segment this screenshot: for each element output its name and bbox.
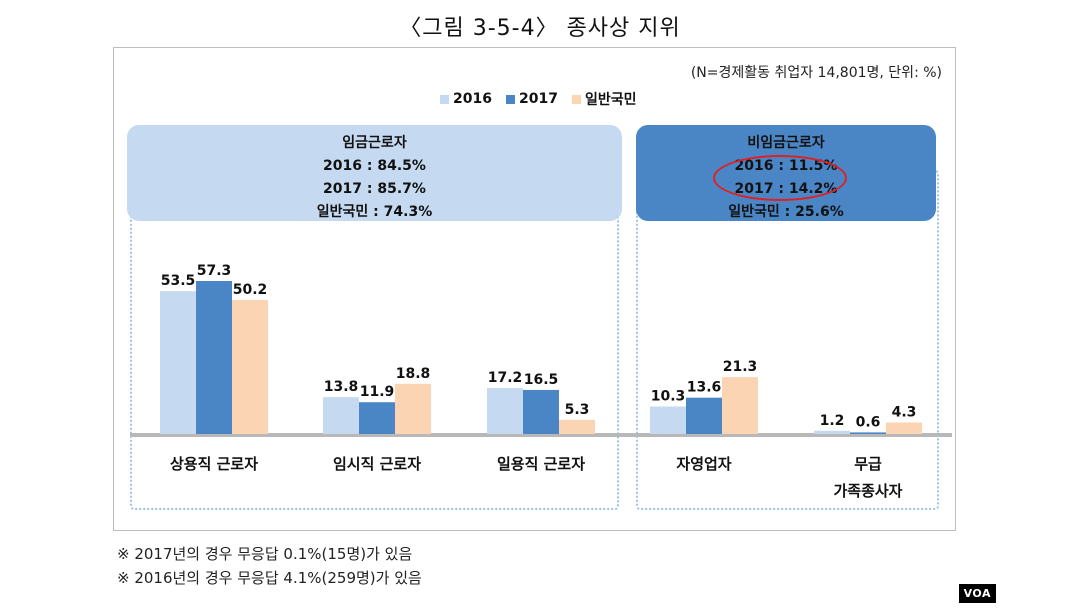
bar-2017-0 (196, 281, 232, 434)
data-label-2017-2: 16.5 (524, 372, 559, 388)
wage-line-2017: 2017 : 85.7% (323, 181, 426, 197)
wage-line-2016: 2016 : 84.5% (323, 158, 426, 174)
bar-2016-3 (650, 406, 686, 434)
data-label-2016-0: 53.5 (161, 273, 196, 289)
bar-2016-2 (487, 388, 523, 434)
bar-2016-0 (160, 291, 196, 434)
category-label-2: 일용직 근로자 (496, 455, 586, 473)
legend-swatch-2017 (505, 94, 515, 104)
data-label-2016-1: 13.8 (324, 379, 359, 395)
highlight-ellipse (713, 155, 847, 201)
data-label-일반국민-4: 4.3 (892, 405, 917, 421)
legend-label-general: 일반국민 (584, 92, 637, 108)
voa-watermark: VOA (958, 584, 996, 603)
category-label-0: 상용직 근로자 (169, 455, 259, 473)
bar-일반국민-4 (886, 422, 922, 434)
wage-line-general: 일반국민 : 74.3% (316, 204, 433, 220)
data-label-2017-0: 57.3 (197, 263, 232, 279)
nonwage-line-general: 일반국민 : 25.6% (728, 204, 844, 220)
data-label-일반국민-2: 5.3 (565, 402, 590, 418)
legend: 2016 2017 일반국민 (440, 89, 636, 109)
bar-2016-4 (814, 430, 850, 434)
data-label-2016-4: 1.2 (820, 413, 845, 429)
bar-일반국민-3 (722, 377, 758, 434)
bar-일반국민-1 (395, 383, 431, 434)
bar-일반국민-2 (559, 419, 595, 434)
sample-note: (N=경제활동 취업자 14,801명, 단위: %) (690, 65, 942, 81)
data-label-2017-1: 11.9 (360, 384, 395, 400)
bar-2017-2 (523, 389, 559, 434)
legend-item-general: 일반국민 (571, 89, 637, 109)
wage-group-header: 임금근로자 2016 : 84.5% 2017 : 85.7% 일반국민 : 7… (127, 125, 622, 221)
legend-item-2017: 2017 (505, 89, 558, 109)
legend-swatch-2016 (440, 94, 449, 104)
figure-title: 〈그림 3-5-4〉 종사상 지위 (399, 16, 681, 41)
data-label-2016-2: 17.2 (488, 370, 523, 386)
legend-label-2016: 2016 (453, 91, 492, 107)
data-label-2016-3: 10.3 (651, 388, 686, 404)
category-label-4-0: 무급 (854, 455, 882, 473)
category-label-1: 임시직 근로자 (332, 455, 422, 473)
footnote-2: ※ 2016년의 경우 무응답 4.1%(259명)가 있음 (117, 569, 422, 587)
wage-group-title: 임금근로자 (342, 135, 407, 151)
legend-swatch-general (571, 94, 581, 104)
category-label-4-1: 가족종사자 (833, 482, 903, 500)
bar-2017-1 (359, 402, 395, 434)
bar-2017-4 (850, 432, 886, 434)
category-label-3: 자영업자 (676, 455, 732, 473)
data-label-2017-4: 0.6 (856, 414, 881, 430)
footnote-1: ※ 2017년의 경우 무응답 0.1%(15명)가 있음 (117, 545, 413, 563)
data-label-2017-3: 13.6 (687, 380, 722, 396)
data-label-일반국민-3: 21.3 (723, 359, 758, 375)
nonwage-group-title: 비임금근로자 (747, 135, 825, 151)
data-label-일반국민-1: 18.8 (396, 366, 431, 382)
data-label-일반국민-0: 50.2 (233, 282, 268, 298)
bar-일반국민-0 (232, 299, 268, 434)
bar-2016-1 (323, 397, 359, 434)
chart-frame (113, 47, 956, 531)
legend-item-2016: 2016 (440, 89, 492, 109)
legend-label-2017: 2017 (518, 91, 558, 107)
bar-2017-3 (686, 397, 722, 434)
